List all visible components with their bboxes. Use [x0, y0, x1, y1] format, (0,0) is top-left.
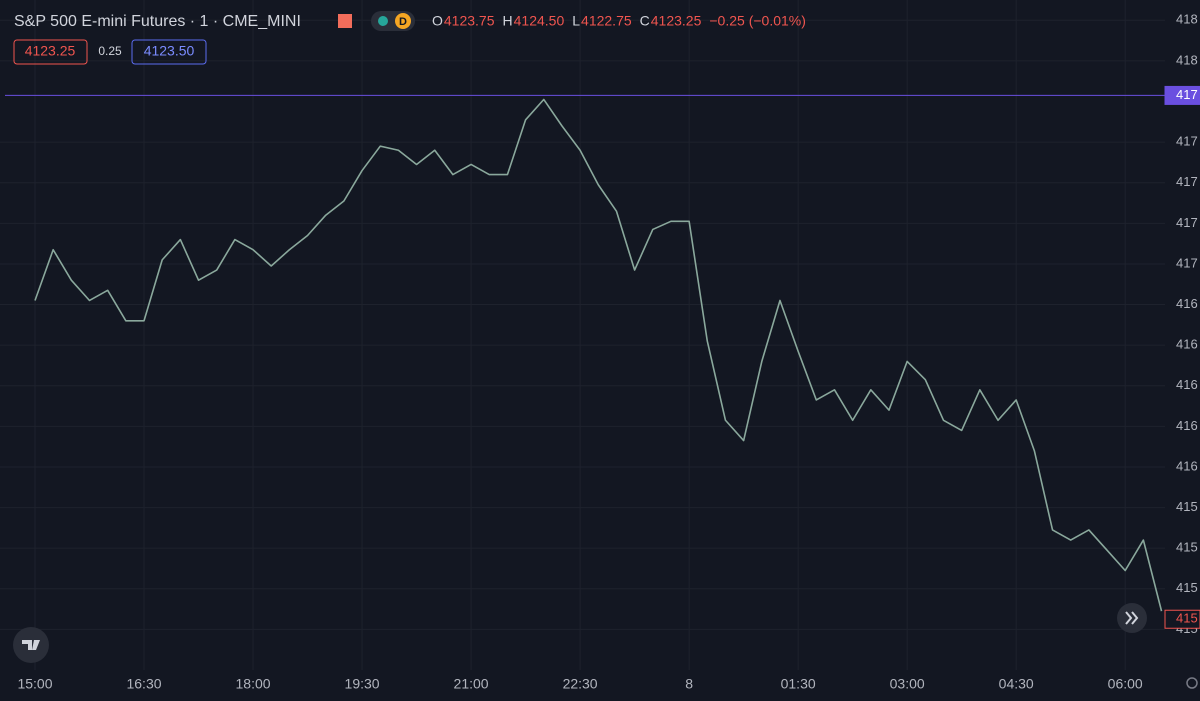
spread: 0.25	[98, 44, 122, 58]
plot	[5, 94, 1165, 612]
ohlc-key: L	[572, 13, 580, 29]
price-level-box	[1164, 609, 1200, 629]
ohlc-change: −0.25 (−0.01%)	[709, 13, 806, 29]
ohlc-value: 4123.25	[651, 13, 702, 29]
ohlc-key: C	[640, 13, 650, 29]
header: S&P 500 E-mini Futures · 1 · CME_MINI D …	[13, 11, 806, 65]
x-tick-label: 18:00	[236, 676, 271, 692]
y-tick-label: 416	[1176, 377, 1198, 392]
y-tick-label: 415	[1176, 580, 1198, 595]
ohlc-value: 4124.50	[514, 13, 565, 29]
scroll-icon	[1125, 611, 1139, 625]
price-level-label: 415	[1176, 611, 1198, 626]
y-tick-label: 416	[1176, 296, 1198, 311]
ask: 4123.50	[144, 43, 195, 59]
x-tick-label: 06:00	[1108, 676, 1143, 692]
price-level-label: 417	[1176, 87, 1198, 102]
ohlc-key: O	[432, 13, 443, 29]
ask-box[interactable]	[131, 39, 207, 65]
y-tick-label: 417	[1176, 215, 1198, 230]
price-line	[34, 98, 1163, 612]
x-tick-label: 03:00	[890, 676, 925, 692]
y-tick-label: 415	[1176, 540, 1198, 555]
status-dot	[378, 16, 388, 26]
grid	[0, 0, 1165, 670]
settings-icon[interactable]	[1186, 677, 1198, 689]
x-tick-label: 04:30	[999, 676, 1034, 692]
y-tick-label: 418	[1176, 12, 1198, 27]
y-tick-label: 418	[1176, 52, 1198, 67]
y-tick-label: 415	[1176, 499, 1198, 514]
badge-circle	[395, 13, 411, 29]
flag-icon[interactable]	[338, 14, 352, 28]
badge: D	[399, 16, 407, 28]
y-tick-label: 417	[1176, 174, 1198, 189]
x-tick-label: 21:00	[454, 676, 489, 692]
x-tick-label: 01:30	[781, 676, 816, 692]
logo	[22, 640, 40, 650]
y-tick-label: 416	[1176, 337, 1198, 352]
ohlc-value: 4122.75	[581, 13, 632, 29]
bid: 4123.25	[25, 43, 76, 59]
ohlc-key: H	[503, 13, 513, 29]
y-tick-label: 417	[1176, 134, 1198, 149]
x-tick-label: 15:00	[17, 676, 52, 692]
x-tick-label: 19:30	[345, 676, 380, 692]
x-tick-label: 8	[685, 676, 693, 692]
axes: 418 418 417 417 417 417 416 416 416 416 416 415 415 4…	[17, 12, 1200, 692]
y-tick-label: 416	[1176, 418, 1198, 433]
ohlc-value: 4123.75	[444, 13, 495, 29]
symbol-title: S&P 500 E-mini Futures · 1 · CME_MINI	[14, 13, 301, 30]
y-tick-label: 417	[1176, 255, 1198, 270]
bid-box[interactable]	[13, 39, 88, 65]
price-level-box	[1164, 85, 1200, 105]
x-tick-label: 22:30	[563, 676, 598, 692]
x-tick-label: 16:30	[126, 676, 161, 692]
y-tick-label: 416	[1176, 458, 1198, 473]
ohlc: O 4123.75 H 4124.50 L 4122.75 C 4123.25 −0.25 (−…	[432, 13, 806, 29]
